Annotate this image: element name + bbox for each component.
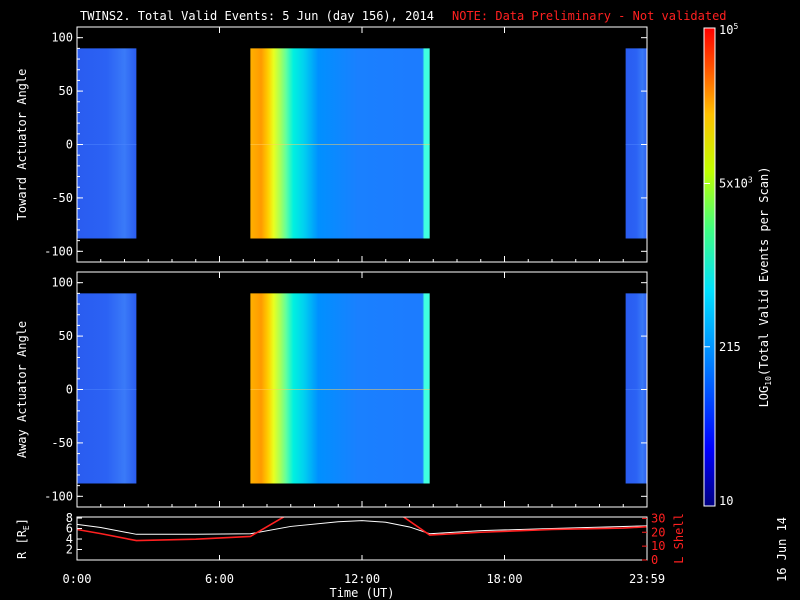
y-tick-label: -50 <box>51 191 73 205</box>
heatmap-segment-1 <box>250 293 430 484</box>
y-tick-label: 50 <box>59 84 73 98</box>
r-axis-label: R [RE] <box>15 518 31 559</box>
heatmap-segment-1 <box>250 48 430 239</box>
x-tick-label: 6:00 <box>205 572 234 586</box>
x-tick-label: 0:00 <box>63 572 92 586</box>
colorbar-tick-label: 5x103 <box>719 175 753 190</box>
right-tick-label: 10 <box>651 539 665 553</box>
x-tick-label: 12:00 <box>344 572 380 586</box>
preliminary-note: NOTE: Data Preliminary - Not validated <box>452 9 727 23</box>
colorbar: 105 5x103 215 10 LOG10(Total Valid Events pe… <box>703 22 773 508</box>
heatmap-segment-2 <box>625 48 647 239</box>
y-tick-label: 100 <box>51 276 73 290</box>
heatmap-segment-0 <box>77 293 137 484</box>
colorbar-tick-label: 10 <box>719 494 733 508</box>
heatmap-segment-2 <box>625 293 647 484</box>
y-tick-label: 100 <box>51 31 73 45</box>
orbit-frame <box>76 516 648 561</box>
y-tick-label: -100 <box>44 489 73 503</box>
y-tick-label: 50 <box>59 329 73 343</box>
y-tick-label: 0 <box>66 138 73 152</box>
left-tick-label: 4 <box>66 532 73 546</box>
x-tick-label: 18:00 <box>486 572 522 586</box>
l-shell-series-line-1 <box>77 517 286 542</box>
right-tick-label: 30 <box>651 511 665 525</box>
colorbar-label: LOG10(Total Valid Events per Scan) <box>757 167 773 408</box>
r-series-line <box>77 520 647 535</box>
y-tick-label: 0 <box>66 383 73 397</box>
right-tick-label: 0 <box>651 553 658 567</box>
left-tick-label: 8 <box>66 511 73 525</box>
colorbar-tick-label: 215 <box>719 340 741 354</box>
x-axis-label: Time (UT) <box>329 586 394 600</box>
left-tick-label: 6 <box>66 522 73 536</box>
y-axis-label: Away Actuator Angle <box>15 321 29 458</box>
plot-title: TWINS2. Total Valid Events: 5 Jun (day 1… <box>80 9 434 23</box>
right-tick-label: 20 <box>651 525 665 539</box>
colorbar-tick-label: 105 <box>719 22 738 37</box>
colorbar-scale <box>703 27 716 507</box>
left-tick-label: 2 <box>66 543 73 557</box>
l-shell-axis-label: L Shell <box>672 513 686 564</box>
y-tick-label: -100 <box>44 244 73 258</box>
y-tick-label: -50 <box>51 436 73 450</box>
toward-angle-panel: 100 50 0 -50 -100 Toward Actuator Angle <box>15 26 648 263</box>
heatmap-segment-0 <box>77 48 137 239</box>
footer-date: 16 Jun 14 <box>775 517 789 582</box>
x-tick-label: 23:59 <box>629 572 665 586</box>
away-angle-panel: 100 50 0 -50 -100 Away Actuator Angle <box>15 271 648 508</box>
l-shell-series-line-2 <box>402 517 647 536</box>
y-axis-label: Toward Actuator Angle <box>15 69 29 221</box>
